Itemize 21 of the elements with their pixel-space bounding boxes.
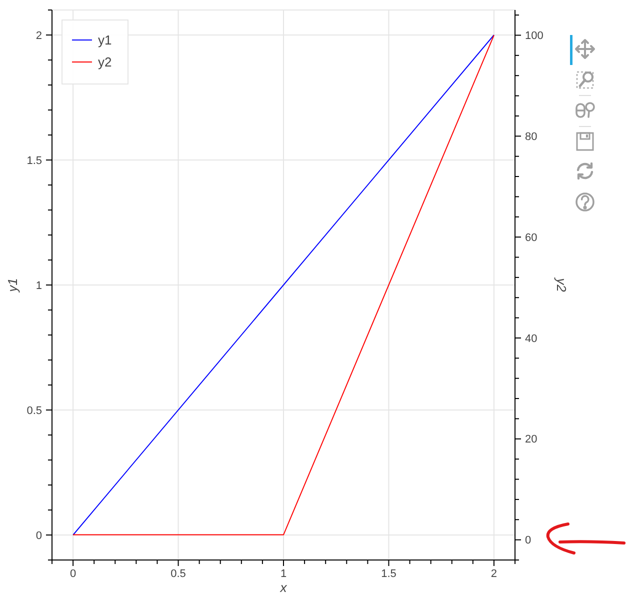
y2-axis-title: y2 (554, 277, 569, 293)
y-tick-label: 1 (36, 280, 42, 292)
y2-tick-label: 80 (525, 130, 538, 143)
y-tick-label: 1.5 (26, 154, 42, 167)
x-tick-label: 0.5 (170, 568, 186, 580)
y2-tick-label: 60 (525, 232, 538, 244)
y-tick-label: 0.5 (26, 404, 42, 417)
x-axis-title: x (279, 580, 288, 595)
y-tick-label: 2 (36, 30, 42, 42)
y-axis-title: y1 (5, 278, 20, 293)
x-tick-label: 1 (280, 568, 287, 580)
x-tick-label: 1.5 (381, 568, 396, 580)
x-tick-label: 0 (70, 568, 76, 580)
y2-tick-label: 0 (525, 534, 532, 547)
y2-tick-label: 100 (525, 30, 544, 42)
legend-label: y1 (98, 32, 112, 48)
x-tick-label: 2 (490, 568, 498, 580)
y2-tick-label: 20 (525, 434, 538, 446)
y-tick-label: 0 (36, 530, 42, 542)
y2-tick-label: 40 (525, 332, 538, 345)
legend-label: y2 (98, 54, 112, 70)
